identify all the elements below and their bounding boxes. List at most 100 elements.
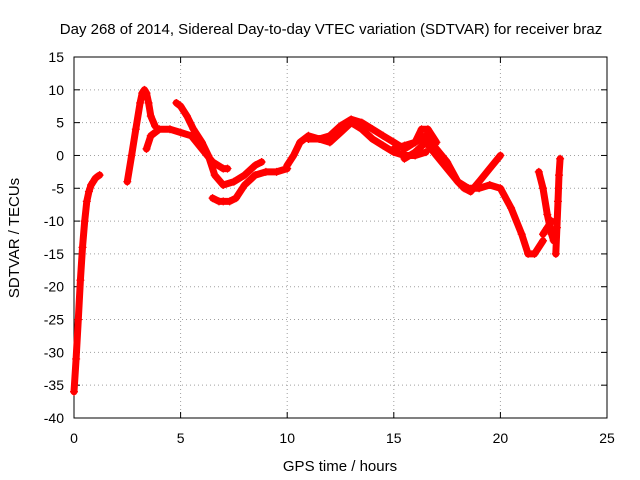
data-point [295,138,304,147]
data-point [142,144,151,153]
data-point [289,151,298,160]
data-point [232,194,241,203]
data-point [496,151,505,160]
data-point [229,177,238,186]
data-point [72,354,81,363]
data-point [131,125,140,134]
data-point [368,135,377,144]
data-point [76,276,85,285]
data-point [556,154,565,163]
y-tick-label: -10 [44,213,64,229]
x-tick-label: 10 [279,430,295,446]
data-point [464,184,473,193]
data-point [357,118,366,127]
data-point [172,98,181,107]
data-point [251,171,260,180]
data-point [272,167,281,176]
y-tick-label: 5 [56,115,64,131]
axes: 0 5 10 15 20 25 -40 -35 -30 -25 -20 -15 -10 -5 0 5 10 15 [44,49,615,446]
series-line [143,125,231,173]
data-point [539,184,548,193]
data-point [475,184,484,193]
data-point [80,217,89,226]
x-tick-label: 0 [70,430,78,446]
data-point [182,112,191,121]
data-point [82,197,91,206]
y-axis-label: SDTVAR / TECUs [6,178,23,298]
y-tick-label: -20 [44,279,64,295]
y-tick-label: 0 [56,147,64,163]
series-line [123,86,159,186]
data-point [411,138,420,147]
data-point [379,141,388,150]
x-axis-label: GPS time / hours [283,458,397,475]
series-seg12 [551,154,565,258]
data-point [389,144,398,153]
series-seg2 [123,85,160,186]
data-point [146,131,155,140]
y-tick-label: -5 [52,180,65,196]
y-tick-label: -35 [44,377,64,393]
data-point [146,112,155,121]
data-point [485,180,494,189]
data-point [368,125,377,134]
data-point [176,102,185,111]
series-seg7 [304,115,441,153]
data-point [176,128,185,137]
data-point [553,197,562,206]
data-point [543,223,552,232]
data-point [315,135,324,144]
series-seg3 [142,125,232,173]
data-point [552,223,561,232]
data-point [411,148,420,157]
x-tick-label: 20 [493,430,509,446]
data-point [197,138,206,147]
data-point [240,171,249,180]
data-point [336,121,345,130]
data-point [95,171,104,180]
data-point [225,197,234,206]
data-point [70,387,78,396]
data-point [219,180,228,189]
data-point [421,148,430,157]
data-point [189,125,198,134]
data-point [136,98,145,107]
data-point [400,154,409,163]
x-tick-label: 15 [386,430,402,446]
data-point [517,230,526,239]
series-seg4 [172,98,266,189]
data-point [555,171,564,180]
series-seg9 [400,138,548,258]
data-point [165,125,174,134]
data-point [551,249,560,258]
data-point [347,115,356,124]
data-point [453,177,462,186]
series-seg5 [208,164,292,206]
data-point [74,315,83,324]
y-tick-label: 10 [48,82,64,98]
data-point [543,210,552,219]
data-point [240,180,249,189]
data-point [208,194,217,203]
plot-frame [73,56,608,419]
data-point [204,151,213,160]
data-point [283,161,292,170]
data-point [539,230,548,239]
data-point [223,164,232,173]
data-point [423,125,432,134]
y-tick-label: -25 [44,312,64,328]
series-seg1 [70,171,104,396]
data-point [78,243,87,252]
data-point [507,203,516,212]
data-point [304,135,313,144]
y-tick-label: -15 [44,246,64,262]
data-point [251,161,260,170]
data-point [325,131,334,140]
data-point [210,171,219,180]
y-tick-label: -40 [44,410,64,426]
data-point [496,184,505,193]
data-point [142,89,151,98]
data-point [127,151,136,160]
data-point [400,141,409,150]
x-tick-label: 5 [177,430,185,446]
